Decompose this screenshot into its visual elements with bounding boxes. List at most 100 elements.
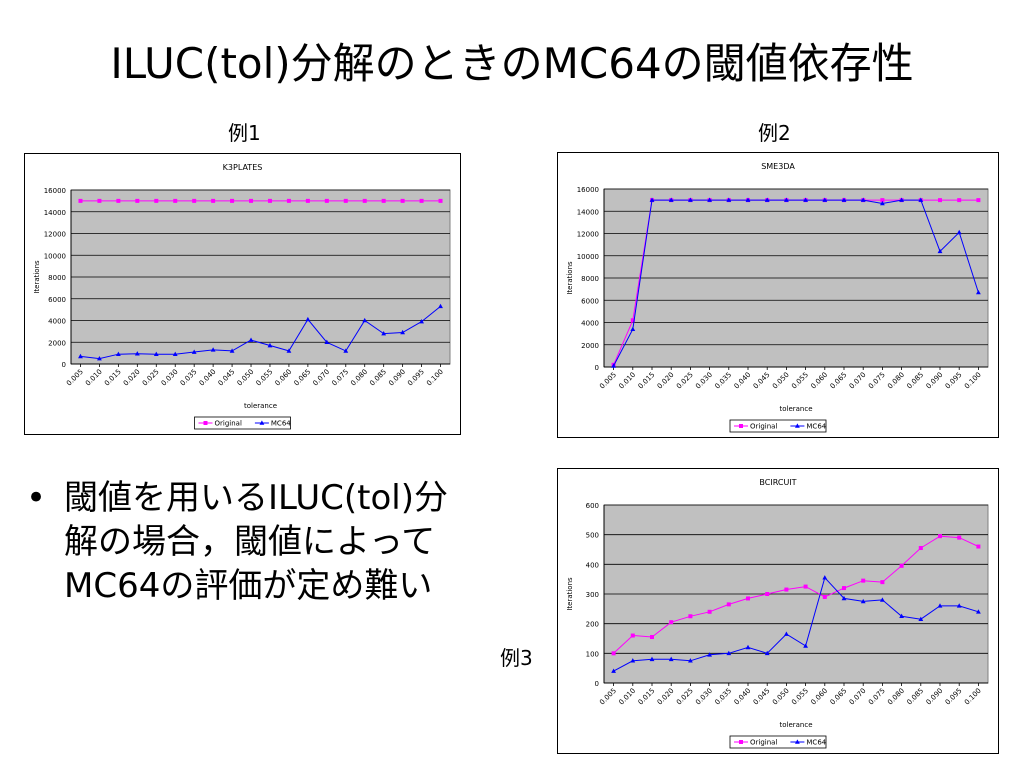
y-tick-label: 10000	[44, 252, 66, 260]
data-point-original	[116, 198, 121, 203]
legend-label: MC64	[271, 420, 291, 428]
x-tick-label: 0.055	[790, 687, 810, 707]
y-tick-label: 200	[586, 621, 599, 629]
data-point-mc64	[803, 197, 808, 202]
data-point-mc64	[115, 351, 121, 357]
data-point-mc64	[880, 597, 885, 602]
data-point-original	[688, 614, 693, 619]
data-point-mc64	[764, 650, 770, 656]
y-tick-label: 100	[586, 650, 599, 658]
data-point-original	[957, 198, 962, 203]
data-point-mc64	[688, 658, 693, 663]
data-point-mc64	[248, 337, 254, 342]
y-tick-label: 16000	[44, 187, 66, 195]
y-tick-label: 0	[595, 364, 599, 372]
x-tick-label: 0.090	[925, 687, 945, 707]
data-point-mc64	[153, 351, 159, 357]
data-point-mc64	[726, 197, 732, 202]
data-point-original	[803, 584, 808, 589]
data-point-original	[765, 592, 770, 596]
example-3-label: 例3	[500, 646, 533, 670]
data-point-mc64	[976, 289, 981, 295]
x-tick-label: 0.085	[905, 371, 925, 391]
data-point-mc64	[688, 197, 693, 202]
data-point-mc64	[841, 197, 847, 202]
data-point-mc64	[822, 197, 828, 202]
x-tick-label: 0.005	[598, 687, 618, 707]
data-point-original	[630, 633, 635, 638]
data-point-mc64	[841, 595, 847, 601]
example-2-label: 例2	[758, 121, 791, 145]
x-tick-label: 0.085	[905, 687, 925, 707]
data-point-mc64	[784, 631, 789, 636]
y-tick-label: 6000	[48, 296, 66, 304]
x-tick-label: 0.080	[349, 368, 369, 388]
legend-marker	[259, 420, 265, 425]
bullet-line-2: 解の場合，閾値によって	[64, 522, 436, 562]
y-tick-label: 0	[62, 361, 66, 369]
y-axis-label: Iterations	[33, 260, 41, 294]
x-tick-label: 0.035	[179, 368, 199, 388]
data-point-mc64	[707, 652, 712, 657]
x-tick-label: 0.020	[656, 687, 676, 707]
y-tick-label: 400	[586, 561, 599, 569]
chart-title: K3PLATES	[223, 163, 263, 172]
data-point-mc64	[899, 613, 904, 619]
data-point-original	[899, 563, 904, 568]
legend-marker	[739, 424, 743, 428]
y-tick-label: 10000	[577, 253, 599, 261]
legend-label: Original	[215, 420, 242, 428]
y-tick-label: 12000	[44, 231, 66, 239]
data-point-original	[135, 198, 140, 203]
data-point-mc64	[726, 650, 732, 656]
x-tick-label: 0.040	[733, 371, 753, 391]
y-tick-label: 0	[595, 680, 599, 688]
legend-box	[729, 735, 827, 749]
example-1-label: 例1	[228, 121, 261, 145]
data-point-mc64	[611, 668, 616, 673]
data-point-mc64	[918, 197, 924, 202]
data-point-original	[861, 578, 866, 583]
chart-k3plates: K3PLATES 0 2000 4000 6000 8000 10000 12000 14000…	[24, 153, 461, 435]
y-tick-label: 14000	[577, 208, 599, 216]
data-point-original	[746, 596, 750, 601]
x-tick-label: 0.025	[141, 368, 161, 388]
x-tick-label: 0.025	[675, 687, 695, 707]
data-point-mc64	[976, 609, 981, 614]
data-point-mc64	[400, 329, 406, 335]
data-point-original	[842, 586, 846, 591]
x-tick-label: 0.020	[122, 368, 142, 388]
x-tick-label: 0.065	[829, 687, 849, 707]
data-point-original	[630, 318, 635, 323]
data-point-mc64	[803, 643, 808, 648]
x-tick-label: 0.080	[886, 371, 906, 391]
x-tick-label: 0.095	[944, 687, 964, 707]
data-point-mc64	[649, 656, 655, 662]
x-tick-label: 0.060	[274, 368, 294, 388]
data-point-mc64	[918, 616, 924, 622]
data-point-original	[97, 198, 102, 203]
bullet-line-3: MC64の評価が定め難い	[64, 566, 433, 606]
data-point-mc64	[745, 644, 751, 650]
chart-bcircuit: BCIRCUIT 0 100 200 300 400 500 600 0.005 0.010 0.0…	[557, 468, 999, 754]
data-point-mc64	[438, 303, 443, 309]
y-tick-label: 16000	[577, 186, 599, 194]
x-axis-label: tolerance	[779, 405, 812, 413]
legend-label: MC64	[806, 423, 826, 431]
data-point-mc64	[343, 348, 349, 353]
chart-title: SME3DA	[761, 162, 795, 171]
x-tick-label: 0.010	[617, 371, 637, 391]
chart-title: BCIRCUIT	[759, 478, 796, 487]
x-tick-label: 0.100	[963, 687, 983, 707]
x-tick-label: 0.045	[752, 371, 772, 391]
legend-marker	[795, 739, 800, 744]
series-line-mc64	[80, 306, 441, 360]
data-point-mc64	[860, 197, 866, 202]
legend-label: MC64	[806, 739, 826, 747]
x-tick-label: 0.045	[217, 368, 237, 388]
y-tick-label: 500	[586, 532, 599, 540]
legend-box	[729, 419, 827, 433]
data-point-original	[230, 198, 235, 203]
data-point-mc64	[78, 353, 83, 359]
data-point-mc64	[381, 330, 387, 336]
